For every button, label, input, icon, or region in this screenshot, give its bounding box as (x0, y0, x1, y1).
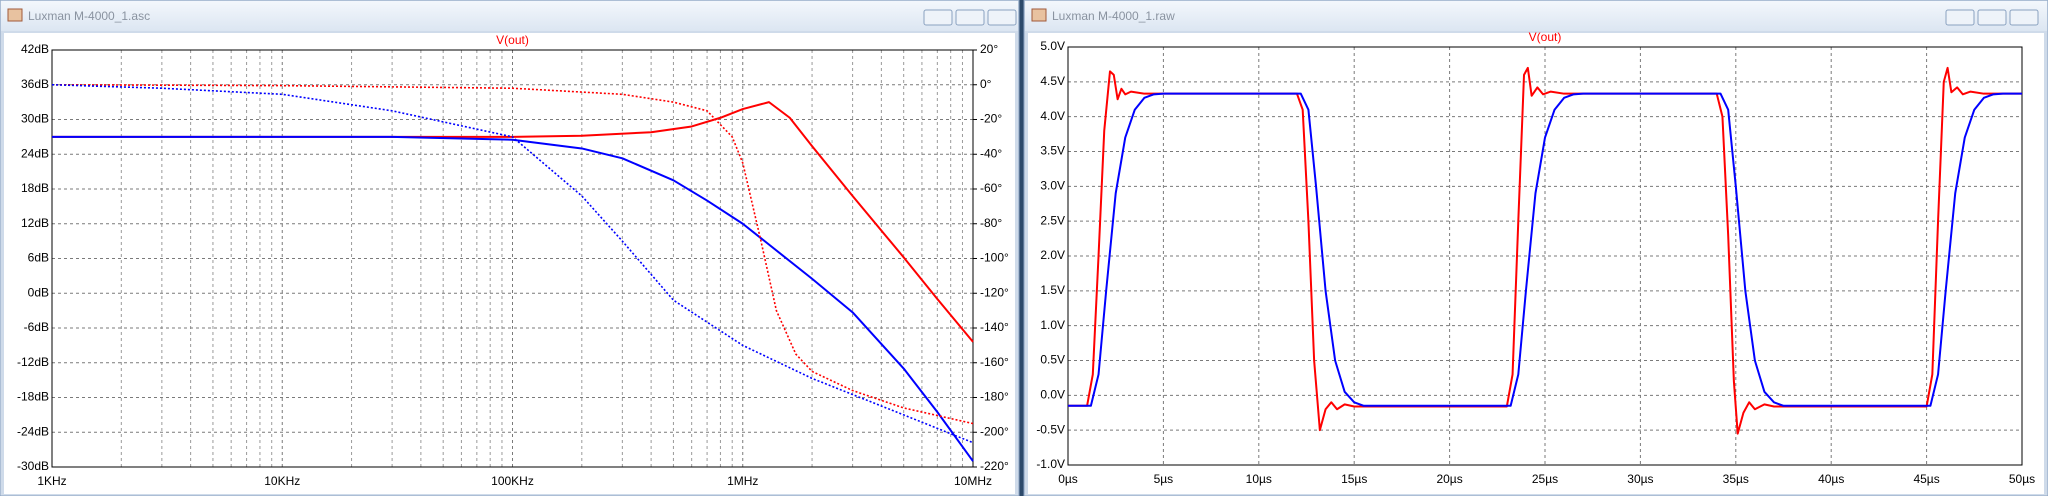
y-tick-label: 12dB (21, 216, 49, 230)
app-icon (1031, 8, 1047, 22)
x-tick-label: 25µs (1532, 472, 1558, 486)
y-tick-label: 30dB (21, 112, 49, 126)
y-tick-label: 2.5V (1040, 213, 1065, 227)
y-tick-label: -24dB (17, 424, 49, 438)
y2-tick-label: -160° (980, 355, 1009, 369)
y-tick-label: 3.0V (1040, 179, 1065, 193)
x-tick-label: 10KHz (264, 474, 300, 488)
y-tick-label: 0dB (28, 285, 49, 299)
x-tick-label: 40µs (1818, 472, 1844, 486)
y-tick-label: 2.0V (1040, 248, 1065, 262)
y2-tick-label: -180° (980, 390, 1009, 404)
data-line (52, 135, 974, 462)
y-tick-label: 6dB (28, 251, 49, 265)
y-tick-label: 5.0V (1040, 39, 1065, 53)
y-tick-label: 24dB (21, 146, 49, 160)
data-line (1068, 92, 2022, 407)
x-tick-label: 1MHz (727, 474, 758, 488)
x-tick-label: 10MHz (954, 474, 992, 488)
x-tick-label: 15µs (1341, 472, 1367, 486)
data-line (51, 83, 974, 425)
close-button[interactable] (2009, 9, 2039, 26)
plot-border (51, 49, 974, 468)
y2-tick-label: -80° (980, 216, 1002, 230)
y-tick-label: 18dB (21, 181, 49, 195)
window: Luxman M-4000_1.raw (1023, 0, 2048, 496)
y-tick-label: 4.0V (1040, 109, 1065, 123)
y-tick-label: -6dB (24, 320, 49, 334)
y2-tick-label: 20° (980, 42, 998, 56)
x-tick-label: 0µs (1058, 472, 1078, 486)
y2-tick-label: -200° (980, 424, 1009, 438)
y2-tick-label: -20° (980, 112, 1002, 126)
minimize-button[interactable] (923, 9, 953, 26)
app-icon (7, 8, 23, 22)
y-tick-label: 36dB (21, 77, 49, 91)
y2-tick-label: -40° (980, 146, 1002, 160)
y-tick-label: 4.5V (1040, 74, 1065, 88)
y-tick-label: 42dB (21, 42, 49, 56)
data-line (52, 101, 974, 343)
y2-tick-label: -140° (980, 320, 1009, 334)
close-button[interactable] (987, 9, 1017, 26)
title-bar (1025, 1, 2047, 31)
y2-tick-label: -120° (980, 285, 1009, 299)
y-tick-label: 0.0V (1040, 388, 1065, 402)
x-tick-label: 5µs (1154, 472, 1174, 486)
title-bar (1, 1, 1018, 31)
maximize-button[interactable] (1977, 9, 2007, 26)
x-tick-label: 100KHz (491, 474, 534, 488)
x-tick-label: 45µs (1913, 472, 1939, 486)
data-line (1068, 66, 2022, 435)
y2-tick-label: -100° (980, 251, 1009, 265)
minimize-button[interactable] (1945, 9, 1975, 26)
y-tick-label: 1.5V (1040, 283, 1065, 297)
y-tick-label: -0.5V (1036, 422, 1065, 436)
y-tick-label: -1.0V (1036, 457, 1065, 471)
y2-tick-label: 0° (980, 77, 992, 91)
chart-title: V(out) (496, 33, 529, 47)
y2-tick-label: -60° (980, 181, 1002, 195)
plot-pane (4, 33, 1015, 494)
window: Luxman M-4000_1.asc (0, 0, 1020, 496)
x-tick-label: 30µs (1627, 472, 1653, 486)
maximize-button[interactable] (955, 9, 985, 26)
plot-pane (1028, 33, 2044, 494)
y-tick-label: 3.5V (1040, 144, 1065, 158)
y-tick-label: -30dB (17, 459, 49, 473)
y-tick-label: 0.5V (1040, 353, 1065, 367)
y-tick-label: 1.0V (1040, 318, 1065, 332)
x-tick-label: 10µs (1246, 472, 1272, 486)
x-tick-label: 20µs (1436, 472, 1462, 486)
y-tick-label: -12dB (17, 355, 49, 369)
x-tick-label: 50µs (2009, 472, 2035, 486)
y2-tick-label: -220° (980, 459, 1009, 473)
chart-title: V(out) (1529, 30, 1562, 44)
y-tick-label: -18dB (17, 390, 49, 404)
plot-border (1067, 46, 2023, 466)
x-tick-label: 35µs (1723, 472, 1749, 486)
x-tick-label: 1KHz (37, 474, 66, 488)
window-title: Luxman M-4000_1.raw (1052, 9, 1175, 23)
window-title: Luxman M-4000_1.asc (28, 9, 150, 23)
